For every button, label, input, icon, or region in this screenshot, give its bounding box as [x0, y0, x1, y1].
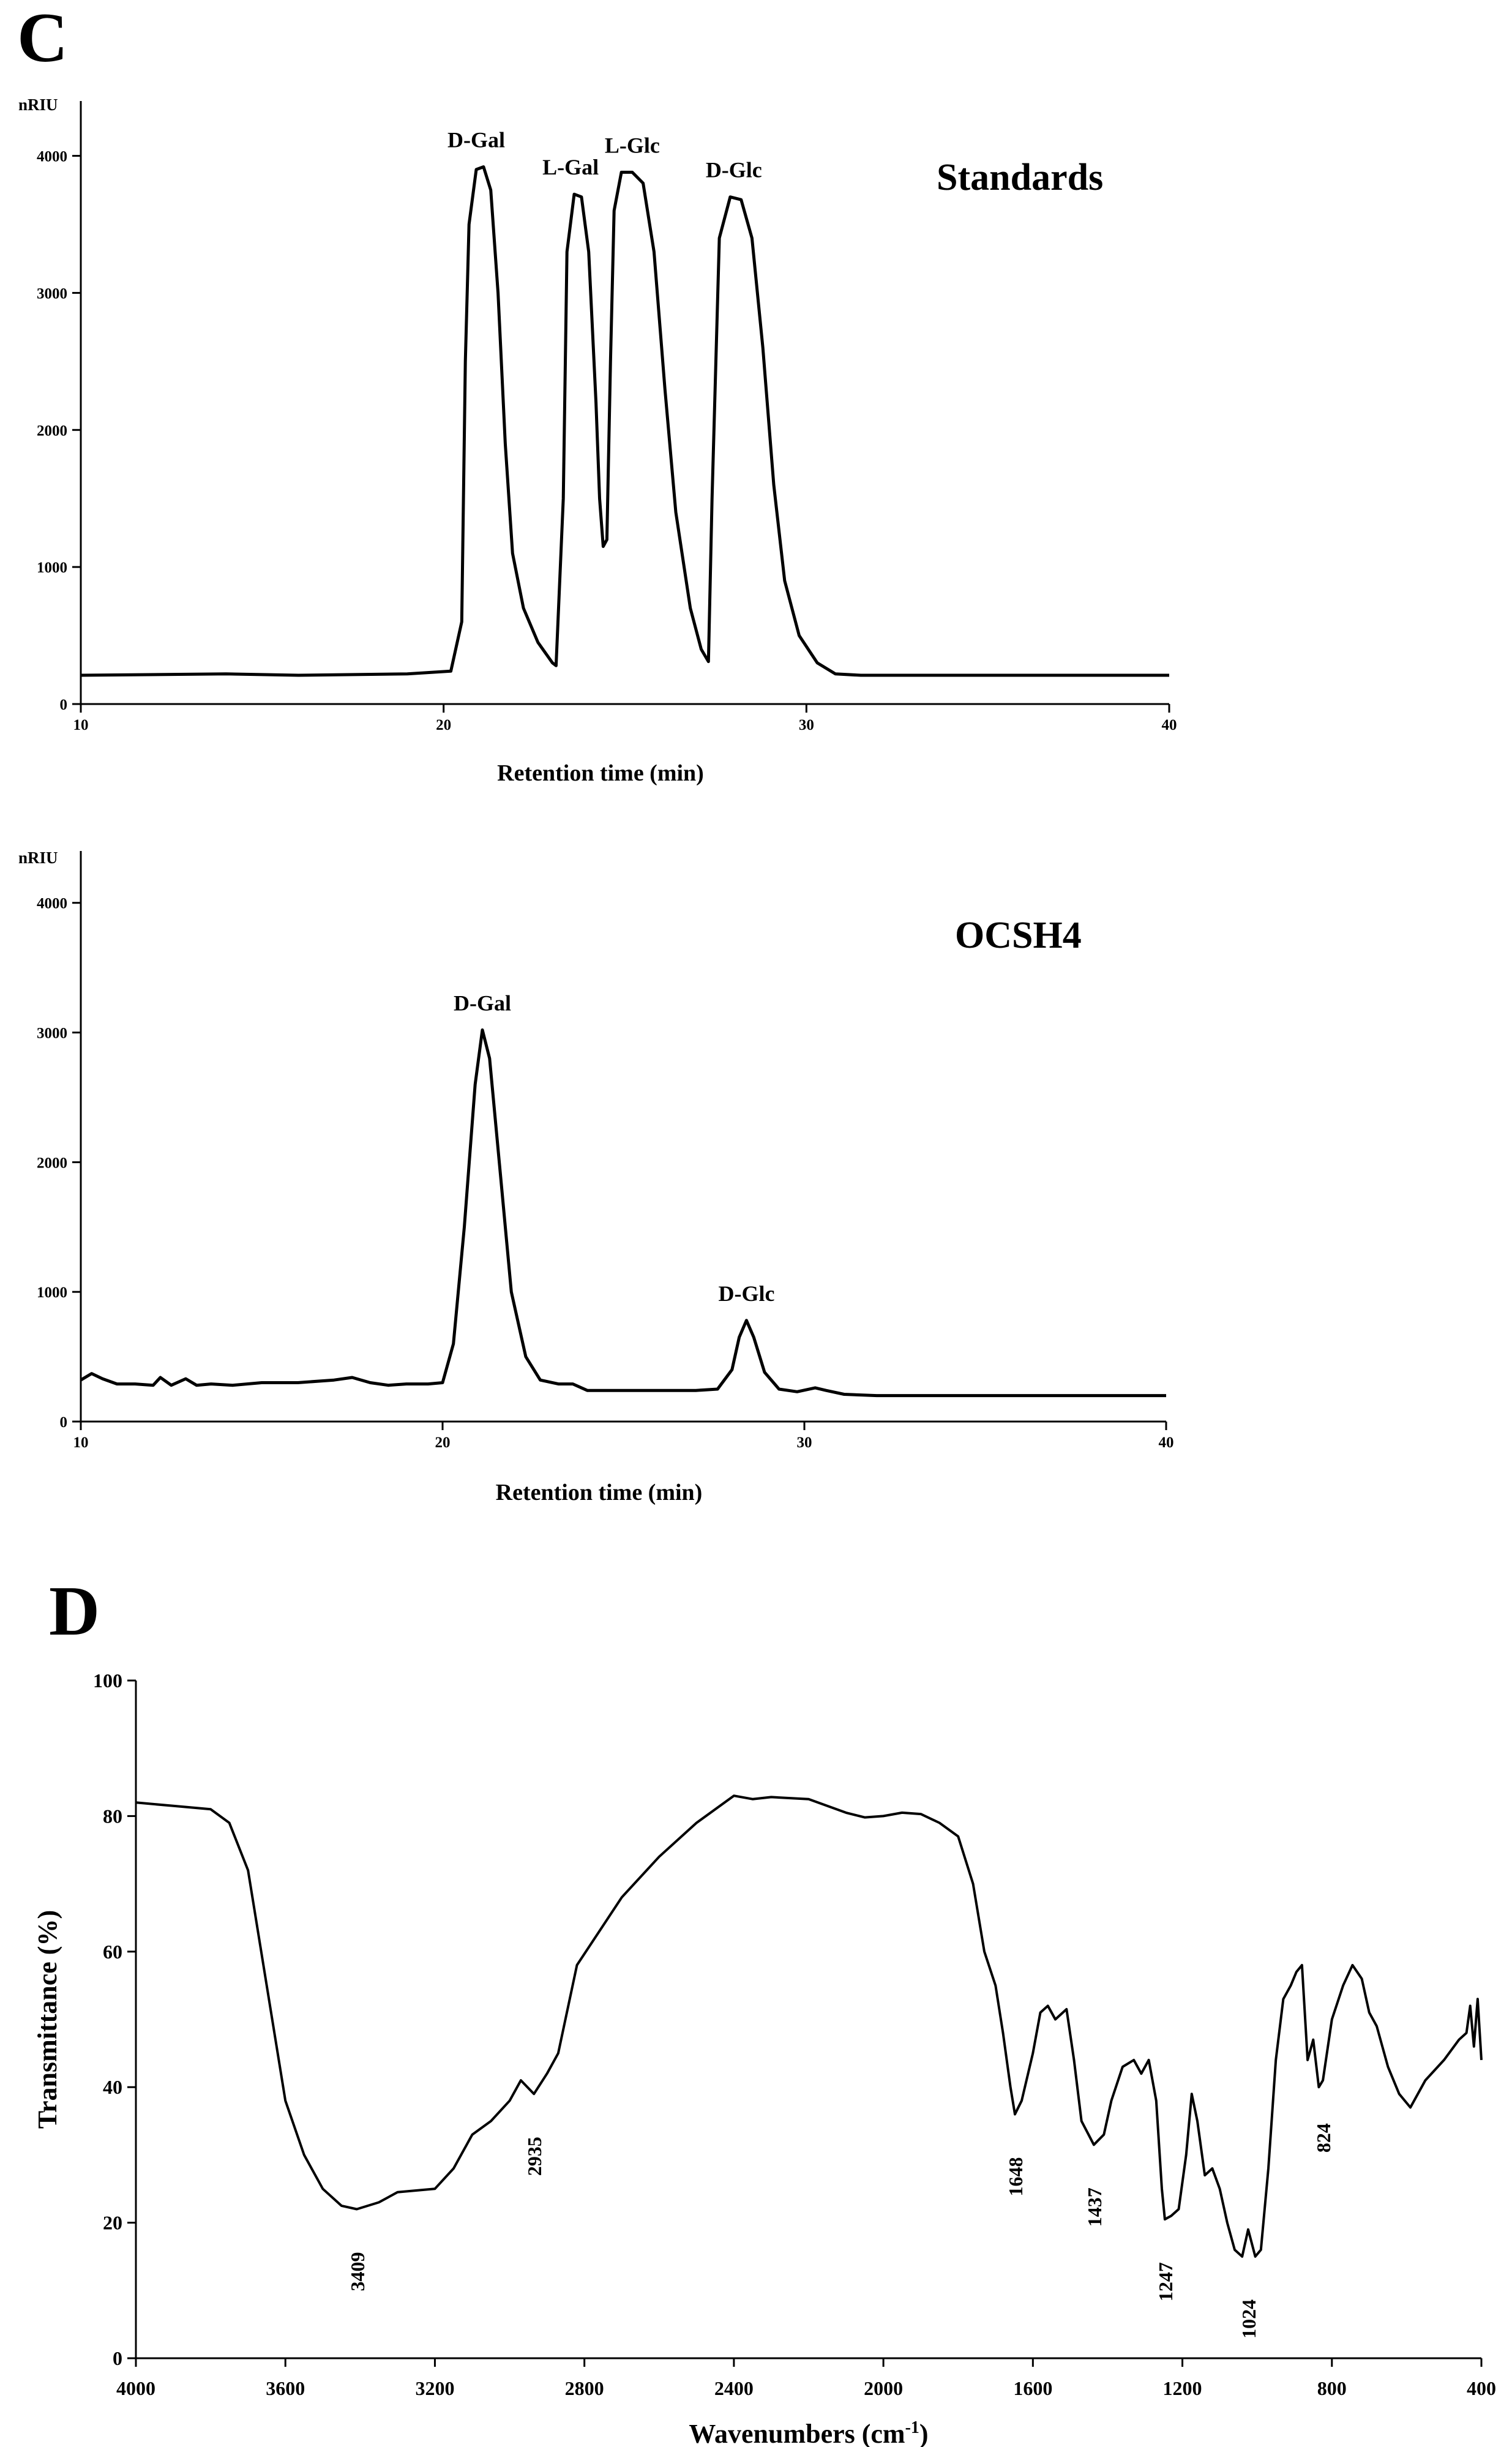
peak-label: D-Glc — [718, 1281, 774, 1306]
y-axis-title: Transmittance (%) — [32, 1910, 62, 2129]
x-tick-label: 1200 — [1163, 2377, 1202, 2399]
panel-letter-c: C — [17, 0, 68, 77]
peak-label: D-Gal — [454, 991, 511, 1015]
x-tick-label: 10 — [73, 717, 89, 733]
peak-label: L-Glc — [605, 133, 660, 157]
x-tick-label: 3200 — [415, 2377, 454, 2399]
series-line — [80, 165, 1169, 677]
series-line — [135, 1794, 1483, 2258]
peak-label: 824 — [1312, 2123, 1334, 2153]
y-tick-label: 0 — [60, 1414, 68, 1431]
x-axis-title: Retention time (min) — [497, 760, 704, 786]
y-tick-label: 0 — [60, 697, 68, 713]
y-tick-label: 3000 — [37, 285, 67, 302]
y-tick-label: 1000 — [37, 1284, 67, 1301]
x-tick-label: 2000 — [864, 2377, 903, 2399]
x-tick-label: 800 — [1317, 2377, 1347, 2399]
x-tick-label: 400 — [1467, 2377, 1496, 2399]
y-tick-label: 80 — [103, 1805, 122, 1827]
x-tick-label: 30 — [797, 1434, 812, 1451]
y-tick-label: 2000 — [37, 1155, 67, 1171]
panel-letter-d: D — [49, 1572, 100, 1650]
x-tick-label: 40 — [1162, 717, 1177, 733]
peak-label: 2935 — [523, 2137, 545, 2176]
y-tick-label: 40 — [103, 2076, 122, 2098]
x-axis-title: Wavenumbers (cm-1) — [689, 2418, 928, 2447]
x-tick-label: 3600 — [266, 2377, 305, 2399]
x-tick-label: 1600 — [1013, 2377, 1052, 2399]
x-tick-label: 30 — [799, 717, 814, 733]
y-tick-label: 2000 — [37, 422, 67, 439]
peak-label: 1648 — [1005, 2157, 1027, 2197]
peak-label: 3409 — [346, 2252, 369, 2291]
sample-label: OCSH4 — [955, 915, 1082, 956]
ocsh4-chromatogram: 0 1000 2000 3000 4000 10 20 30 40 D-Gal D-Glc Reten… — [18, 849, 1174, 1505]
series-line — [80, 1028, 1166, 1398]
y-tick-label: 3000 — [37, 1025, 67, 1042]
y-tick-label: 0 — [113, 2347, 122, 2369]
sample-label: Standards — [937, 157, 1103, 198]
x-tick-label: 2800 — [565, 2377, 604, 2399]
x-tick-label: 4000 — [116, 2377, 155, 2399]
y-tick-label: 1000 — [37, 560, 67, 576]
x-tick-label: 20 — [436, 717, 451, 733]
y-tick-label: 4000 — [37, 896, 67, 912]
y-tick-label: 4000 — [37, 149, 67, 165]
peak-label: 1024 — [1238, 2299, 1260, 2339]
x-tick-label: 10 — [73, 1434, 89, 1451]
y-tick-label: 20 — [103, 2212, 122, 2234]
x-tick-label: 2400 — [714, 2377, 754, 2399]
y-unit-label: nRIU — [18, 96, 58, 114]
peak-label: D-Gal — [447, 127, 505, 152]
y-tick-label: 100 — [93, 1669, 122, 1692]
x-tick-label: 40 — [1159, 1434, 1174, 1451]
standards-chromatogram: 0 1000 2000 3000 4000 10 20 30 40 D-Gal L-GalL-Glc… — [18, 96, 1177, 786]
x-axis-title: Retention time (min) — [496, 1480, 703, 1505]
peak-label: L-Gal — [542, 155, 599, 179]
y-tick-label: 60 — [103, 1941, 122, 1963]
x-tick-label: 20 — [435, 1434, 451, 1451]
peak-label: 1437 — [1083, 2187, 1106, 2227]
peak-label: D-Glc — [706, 158, 762, 182]
peak-label: 1247 — [1155, 2262, 1177, 2301]
y-unit-label: nRIU — [18, 849, 58, 867]
ir-spectrum-chart: 0 20 40 60 80 100 4000 3600 3200 2800 2400 2000 1600… — [32, 1669, 1496, 2447]
